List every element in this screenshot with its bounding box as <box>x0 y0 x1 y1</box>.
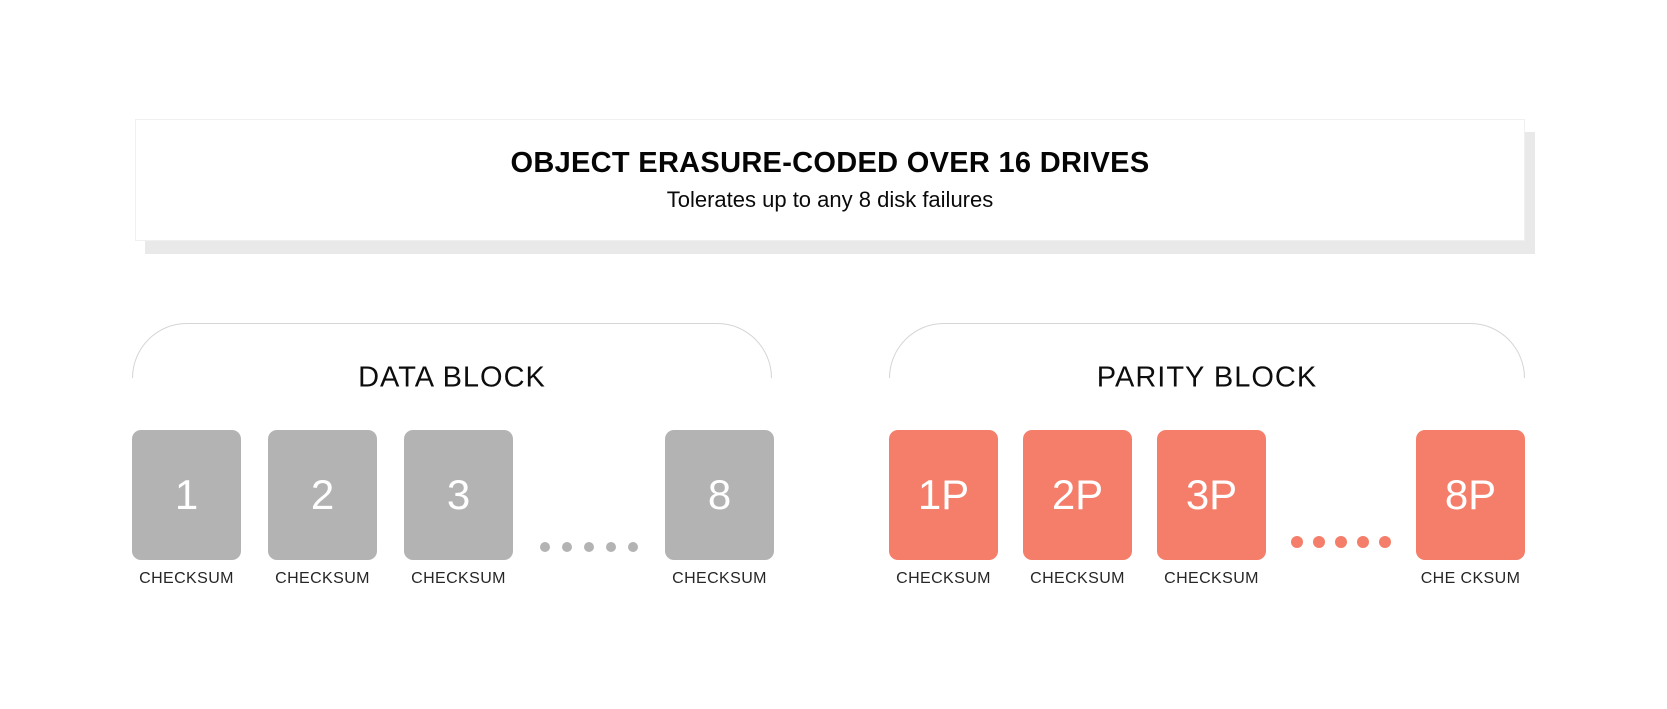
dot-icon <box>540 542 550 552</box>
parity-drive-3p: 3P CHECKSUM <box>1157 430 1266 588</box>
dot-icon <box>606 542 616 552</box>
parity-ellipsis <box>1291 430 1391 560</box>
checksum-label: CHECKSUM <box>275 570 370 587</box>
data-drive-3: 3 CHECKSUM <box>404 430 513 588</box>
dot-icon <box>1335 536 1347 548</box>
checksum-label: CHECKSUM <box>672 570 767 587</box>
ellipsis-dots <box>1291 536 1391 560</box>
dot-icon <box>628 542 638 552</box>
dot-icon <box>1379 536 1391 548</box>
header-title: OBJECT ERASURE-CODED OVER 16 DRIVES <box>510 147 1150 179</box>
dot-icon <box>1291 536 1303 548</box>
data-drive-box: 3 <box>404 430 513 560</box>
parity-drive-row: 1P CHECKSUM 2P CHECKSUM 3P CHECKSUM <box>889 430 1525 588</box>
data-drive-row: 1 CHECKSUM 2 CHECKSUM 3 CHECKSUM <box>132 430 774 588</box>
parity-drive-box: 2P <box>1023 430 1132 560</box>
data-ellipsis <box>540 430 638 560</box>
data-drive-8: 8 CHECKSUM <box>665 430 774 588</box>
checksum-label: CHECKSUM <box>1030 570 1125 587</box>
parity-drive-8p: 8P CHE CKSUM <box>1416 430 1525 588</box>
dot-icon <box>1357 536 1369 548</box>
checksum-label: CHECKSUM <box>1164 570 1259 587</box>
data-drive-box: 8 <box>665 430 774 560</box>
data-block-title: DATA BLOCK <box>358 361 546 394</box>
dot-icon <box>584 542 594 552</box>
checksum-label: CHECKSUM <box>411 570 506 587</box>
parity-drive-2p: 2P CHECKSUM <box>1023 430 1132 588</box>
header-subtitle: Tolerates up to any 8 disk failures <box>666 187 994 212</box>
parity-drive-box: 3P <box>1157 430 1266 560</box>
data-drive-2: 2 CHECKSUM <box>268 430 377 588</box>
checksum-label: CHECKSUM <box>139 570 234 587</box>
parity-drive-1p: 1P CHECKSUM <box>889 430 998 588</box>
data-drive-1: 1 CHECKSUM <box>132 430 241 588</box>
ellipsis-dots <box>540 542 638 560</box>
parity-block-section: PARITY BLOCK 1P CHECKSUM 2P CHECKSUM 3P … <box>889 323 1525 603</box>
data-block-section: DATA BLOCK 1 CHECKSUM 2 CHECKSUM 3 CHECK… <box>132 323 774 603</box>
checksum-label: CHE CKSUM <box>1420 570 1521 587</box>
dot-icon <box>562 542 572 552</box>
checksum-label: CHECKSUM <box>896 570 991 587</box>
data-drive-box: 1 <box>132 430 241 560</box>
dot-icon <box>1313 536 1325 548</box>
parity-drive-box: 8P <box>1416 430 1525 560</box>
parity-block-title: PARITY BLOCK <box>1096 361 1318 394</box>
data-drive-box: 2 <box>268 430 377 560</box>
parity-drive-box: 1P <box>889 430 998 560</box>
header-card: OBJECT ERASURE-CODED OVER 16 DRIVES Tole… <box>135 119 1525 241</box>
